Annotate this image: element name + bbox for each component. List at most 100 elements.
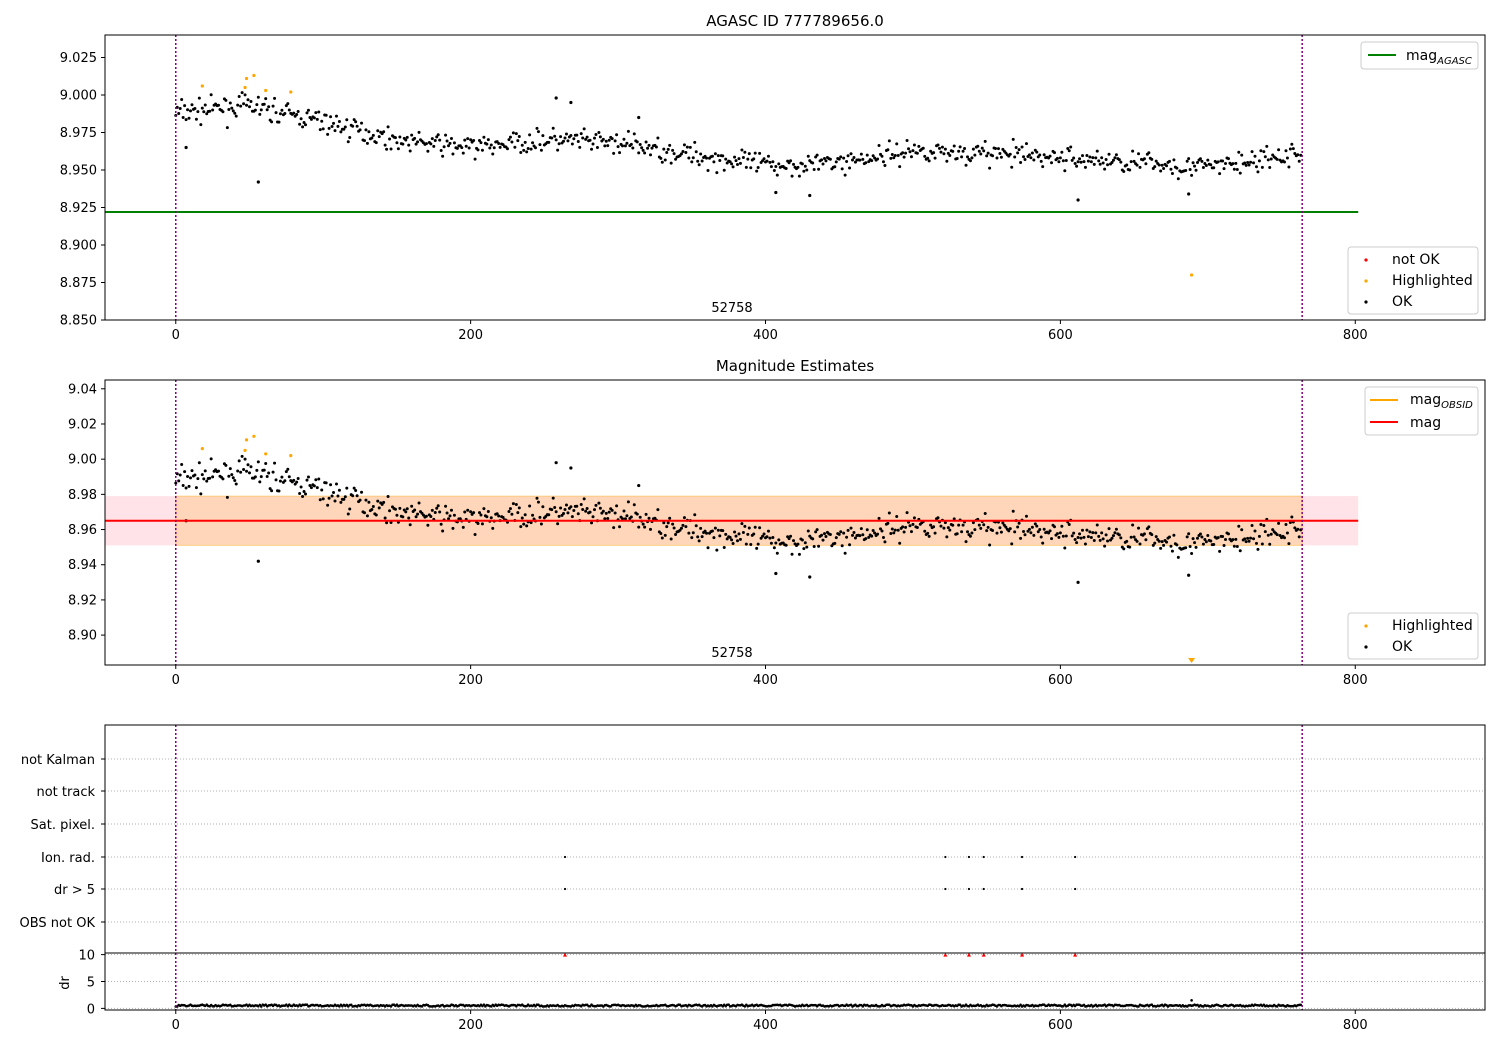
ok-point [1290,515,1294,519]
ok-point [1196,536,1199,540]
ok-point [792,539,796,543]
ok-point [734,159,738,163]
ok-point [570,142,574,146]
ok-point [1165,540,1169,544]
ok-point [308,484,312,488]
ok-point [982,523,986,527]
ok-point [753,151,757,155]
ok-point [973,528,977,532]
ok-point [197,461,201,465]
ok-point [772,169,776,173]
ok-point [234,482,238,486]
ok-point [404,138,408,142]
ok-point [265,474,269,478]
ok-point [694,150,698,154]
ok-point [186,108,190,112]
ok-point [517,506,521,510]
ok-point [647,143,651,147]
ok-point [1058,531,1062,535]
ok-point [849,152,853,156]
ok-point [669,161,673,165]
ok-point [591,142,595,146]
ok-point [1221,159,1225,163]
ok-point [970,531,974,535]
ok-point [247,471,251,475]
ok-point [1076,160,1080,164]
ok-point [660,536,664,540]
ok-point [203,469,207,473]
ok-point [520,143,524,147]
ok-point [722,545,726,549]
legend-sub-agasc: AGASC [1436,56,1472,67]
ok-point [901,525,905,529]
ok-point [613,139,617,143]
ok-point [1132,535,1136,539]
highlighted-point [289,454,293,458]
ok-point [943,521,947,525]
ok-point [687,156,691,160]
ok-point [923,154,927,158]
ok-point [817,544,821,548]
ok-point [1185,159,1189,163]
ok-point [1060,524,1064,528]
ok-point [756,165,760,169]
ok-point [1008,152,1012,156]
ok-point [439,148,443,152]
ok-point [1097,534,1101,538]
ok-point [485,142,489,146]
ok-point [766,529,770,533]
ok-point [815,528,819,532]
ok-point [926,156,930,160]
svg-text:magAGASC: magAGASC [1406,48,1472,67]
dr-point [1019,1003,1022,1007]
x-tick-label: 400 [753,1018,778,1033]
ok-point [942,526,946,530]
ok-point [1234,537,1238,541]
ok-point [1089,535,1093,539]
ok-point [309,486,313,490]
ok-point [784,543,788,547]
ok-point [828,157,832,161]
ok-point [971,147,975,151]
ok-point [208,476,212,480]
ok-point [1017,148,1021,152]
ok-point [273,96,277,100]
ok-point [426,523,430,527]
ok-point [236,103,240,107]
y-tick-label: 8.875 [60,276,97,291]
ok-point [343,125,347,129]
ok-point [643,151,647,155]
ok-point [881,160,885,164]
ok-point [435,506,439,510]
ok-point [1117,533,1121,537]
ok-point [808,575,812,579]
ok-point [466,137,470,141]
ok-point [1254,541,1258,545]
ok-point [417,501,421,505]
ok-point [805,545,809,549]
ok-point [202,477,206,481]
ok-point [995,156,999,160]
ok-point [1082,160,1086,164]
flag-point [1074,887,1077,891]
ok-point [230,473,234,477]
ok-point [180,98,184,102]
ok-point [637,151,641,155]
ok-point [1064,158,1068,162]
y-tick-label: 8.98 [68,488,97,503]
dr-clipped-marker [981,952,986,957]
ok-point [1253,154,1257,158]
ok-point [988,543,992,547]
ok-point [370,136,374,140]
y-tick-label: 8.94 [68,558,97,573]
ok-point [312,116,316,120]
ok-point [1235,167,1239,171]
ok-point [1030,151,1034,155]
ok-point [327,126,331,130]
ok-point [1252,537,1256,541]
ok-point [845,535,849,539]
ok-point [536,500,540,504]
ok-point [286,467,290,471]
ok-point [691,156,695,160]
ok-point [812,545,816,549]
